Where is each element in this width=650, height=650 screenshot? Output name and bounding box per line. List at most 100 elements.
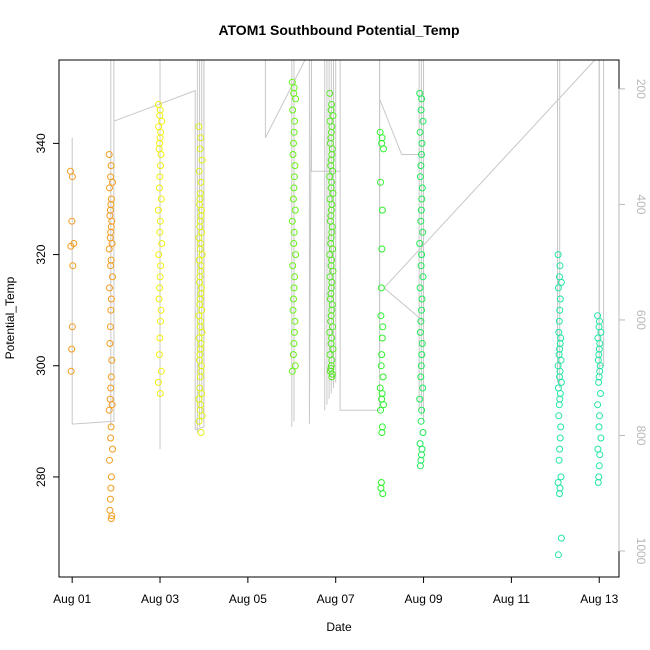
series-group [554, 251, 565, 559]
data-point [195, 167, 203, 175]
data-point [106, 234, 114, 242]
data-point [417, 162, 425, 170]
data-point [195, 123, 203, 131]
data-point [67, 367, 75, 375]
data-point [107, 434, 115, 442]
data-point [154, 378, 162, 386]
data-point [289, 306, 297, 314]
data-point [69, 262, 77, 270]
data-point [107, 262, 115, 270]
data-point [156, 173, 164, 181]
x-tick-label: Aug 03 [141, 592, 179, 606]
data-point [108, 356, 116, 364]
data-point [108, 401, 116, 409]
data-point [557, 423, 565, 431]
data-point [557, 356, 565, 364]
data-point [197, 178, 205, 186]
data-point [417, 373, 425, 381]
data-point [105, 151, 113, 158]
data-point [417, 106, 425, 114]
data-point [198, 390, 206, 397]
series-group [105, 151, 116, 523]
data-point [417, 317, 425, 325]
track-line [71, 60, 605, 431]
x-tick-label: Aug 07 [317, 592, 355, 606]
data-point [157, 162, 164, 170]
data-point [596, 451, 604, 459]
data-point [329, 167, 337, 175]
data-point [555, 412, 563, 420]
data-point [158, 117, 166, 125]
data-point [554, 551, 562, 559]
data-point [329, 345, 337, 353]
data-point [377, 312, 385, 320]
data-point [107, 423, 115, 431]
data-point [416, 128, 424, 136]
data-point [109, 445, 116, 453]
data-point [377, 178, 384, 186]
data-point [156, 217, 164, 225]
data-point [195, 312, 203, 320]
data-point [290, 240, 298, 247]
data-point [156, 273, 164, 281]
data-point [106, 456, 113, 464]
data-point [416, 284, 424, 292]
data-point [595, 423, 603, 431]
data-point [377, 284, 385, 292]
data-point [594, 401, 602, 409]
data-point [416, 462, 424, 470]
secondary-tick-label: 1000 [634, 538, 648, 565]
data-point [380, 401, 387, 409]
data-point [155, 184, 163, 192]
data-point [291, 162, 299, 170]
data-point [158, 240, 166, 247]
data-point [197, 429, 205, 436]
data-point [418, 340, 426, 347]
data-point [289, 262, 297, 270]
data-point [290, 173, 298, 181]
data-point [418, 406, 426, 414]
data-point [107, 473, 115, 481]
data-point [377, 479, 385, 486]
series-group [154, 101, 166, 397]
data-point [419, 117, 427, 125]
data-point [155, 295, 163, 303]
data-point [557, 534, 565, 542]
data-point [290, 139, 297, 147]
data-point [68, 217, 76, 225]
data-point [106, 395, 114, 403]
data-point [195, 395, 203, 403]
data-point [68, 345, 76, 353]
data-point [418, 295, 426, 303]
data-point [419, 384, 427, 392]
data-point [557, 378, 565, 386]
data-point [198, 306, 206, 314]
data-point [289, 106, 297, 114]
data-point [290, 340, 298, 347]
data-point [378, 206, 386, 214]
data-point [157, 367, 165, 375]
data-point [155, 251, 163, 259]
data-point [417, 262, 425, 270]
plot-area [67, 60, 605, 559]
data-point [292, 251, 300, 259]
data-point [377, 406, 384, 414]
data-point [68, 323, 76, 331]
data-point [156, 334, 164, 342]
data-point [418, 195, 426, 203]
data-point [419, 273, 427, 281]
series-group [376, 128, 387, 498]
data-point [328, 145, 336, 153]
y-tick-label: 300 [34, 355, 48, 375]
data-point [418, 139, 426, 147]
data-point [157, 151, 165, 158]
data-point [156, 284, 164, 292]
y-tick-label: 340 [34, 133, 48, 153]
data-point [195, 417, 203, 425]
data-point [419, 429, 427, 436]
data-point [290, 295, 297, 303]
chart-title: ATOM1 Southbound Potential_Temp [218, 22, 459, 38]
series-group [326, 89, 337, 381]
data-point [154, 206, 162, 214]
